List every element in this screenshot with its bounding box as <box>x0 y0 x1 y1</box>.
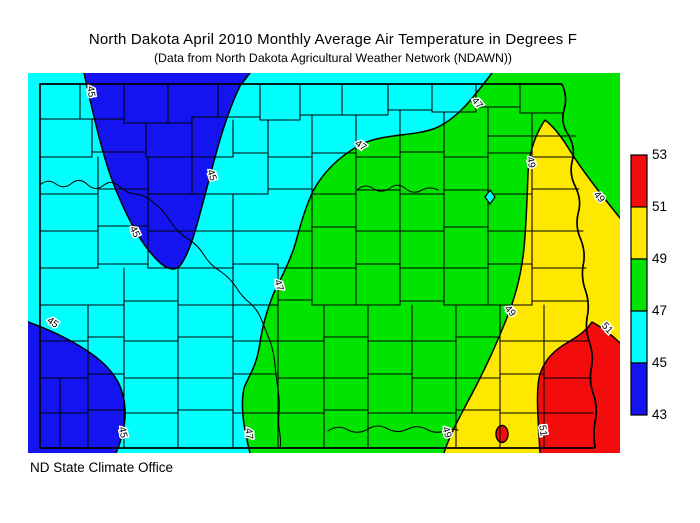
colorbar-tick-label: 45 <box>652 355 668 370</box>
southeast-stream <box>327 425 459 433</box>
contour-49-west <box>443 119 546 453</box>
contour-45-north <box>83 73 251 270</box>
state-border <box>39 83 595 449</box>
colorbar <box>630 154 648 416</box>
colorbar-tick-label: 49 <box>652 251 668 266</box>
contour-label: 45 <box>116 426 129 440</box>
colorbar-cell <box>630 258 648 312</box>
contour-51 <box>536 321 620 453</box>
contour-49-east <box>544 119 620 219</box>
contour-label: 47 <box>272 279 286 293</box>
colorbar-tick-label: 51 <box>652 199 668 214</box>
colorbar-cell <box>630 362 648 416</box>
colorbar-tick-label: 43 <box>652 407 668 422</box>
colorbar-cell <box>630 154 648 208</box>
contour-label: 49 <box>440 426 454 440</box>
contour-label: 51 <box>536 424 549 437</box>
devils-lake <box>484 188 496 206</box>
region-51-53-red <box>537 322 620 453</box>
temperature-map: 45 45 45 45 45 47 47 47 47 49 49 49 49 5… <box>28 73 620 453</box>
region-43-45-blue-southwest <box>28 322 126 453</box>
contour-label: 49 <box>524 156 537 170</box>
devils-lake-shoreline <box>357 184 439 193</box>
colorbar-tick-label: 47 <box>652 303 668 318</box>
missouri-river <box>39 179 282 449</box>
contour-45-southwest <box>28 321 126 453</box>
contour-label: 45 <box>84 85 97 98</box>
page-subtitle: (Data from North Dakota Agricultural Wea… <box>153 51 513 65</box>
colorbar-cell <box>630 206 648 260</box>
colorbar-tick-label: 53 <box>652 147 668 162</box>
colorbar-cell <box>630 310 648 364</box>
contour-label: 47 <box>243 428 255 440</box>
region-43-45-blue-north <box>84 73 250 269</box>
region-red-spot <box>495 424 509 444</box>
county-boundaries-vertical <box>59 83 545 449</box>
contour-47 <box>241 73 493 453</box>
page-title: North Dakota April 2010 Monthly Average … <box>88 31 578 48</box>
credit-text: ND State Climate Office <box>30 460 174 475</box>
red-river-state-border <box>561 83 598 449</box>
